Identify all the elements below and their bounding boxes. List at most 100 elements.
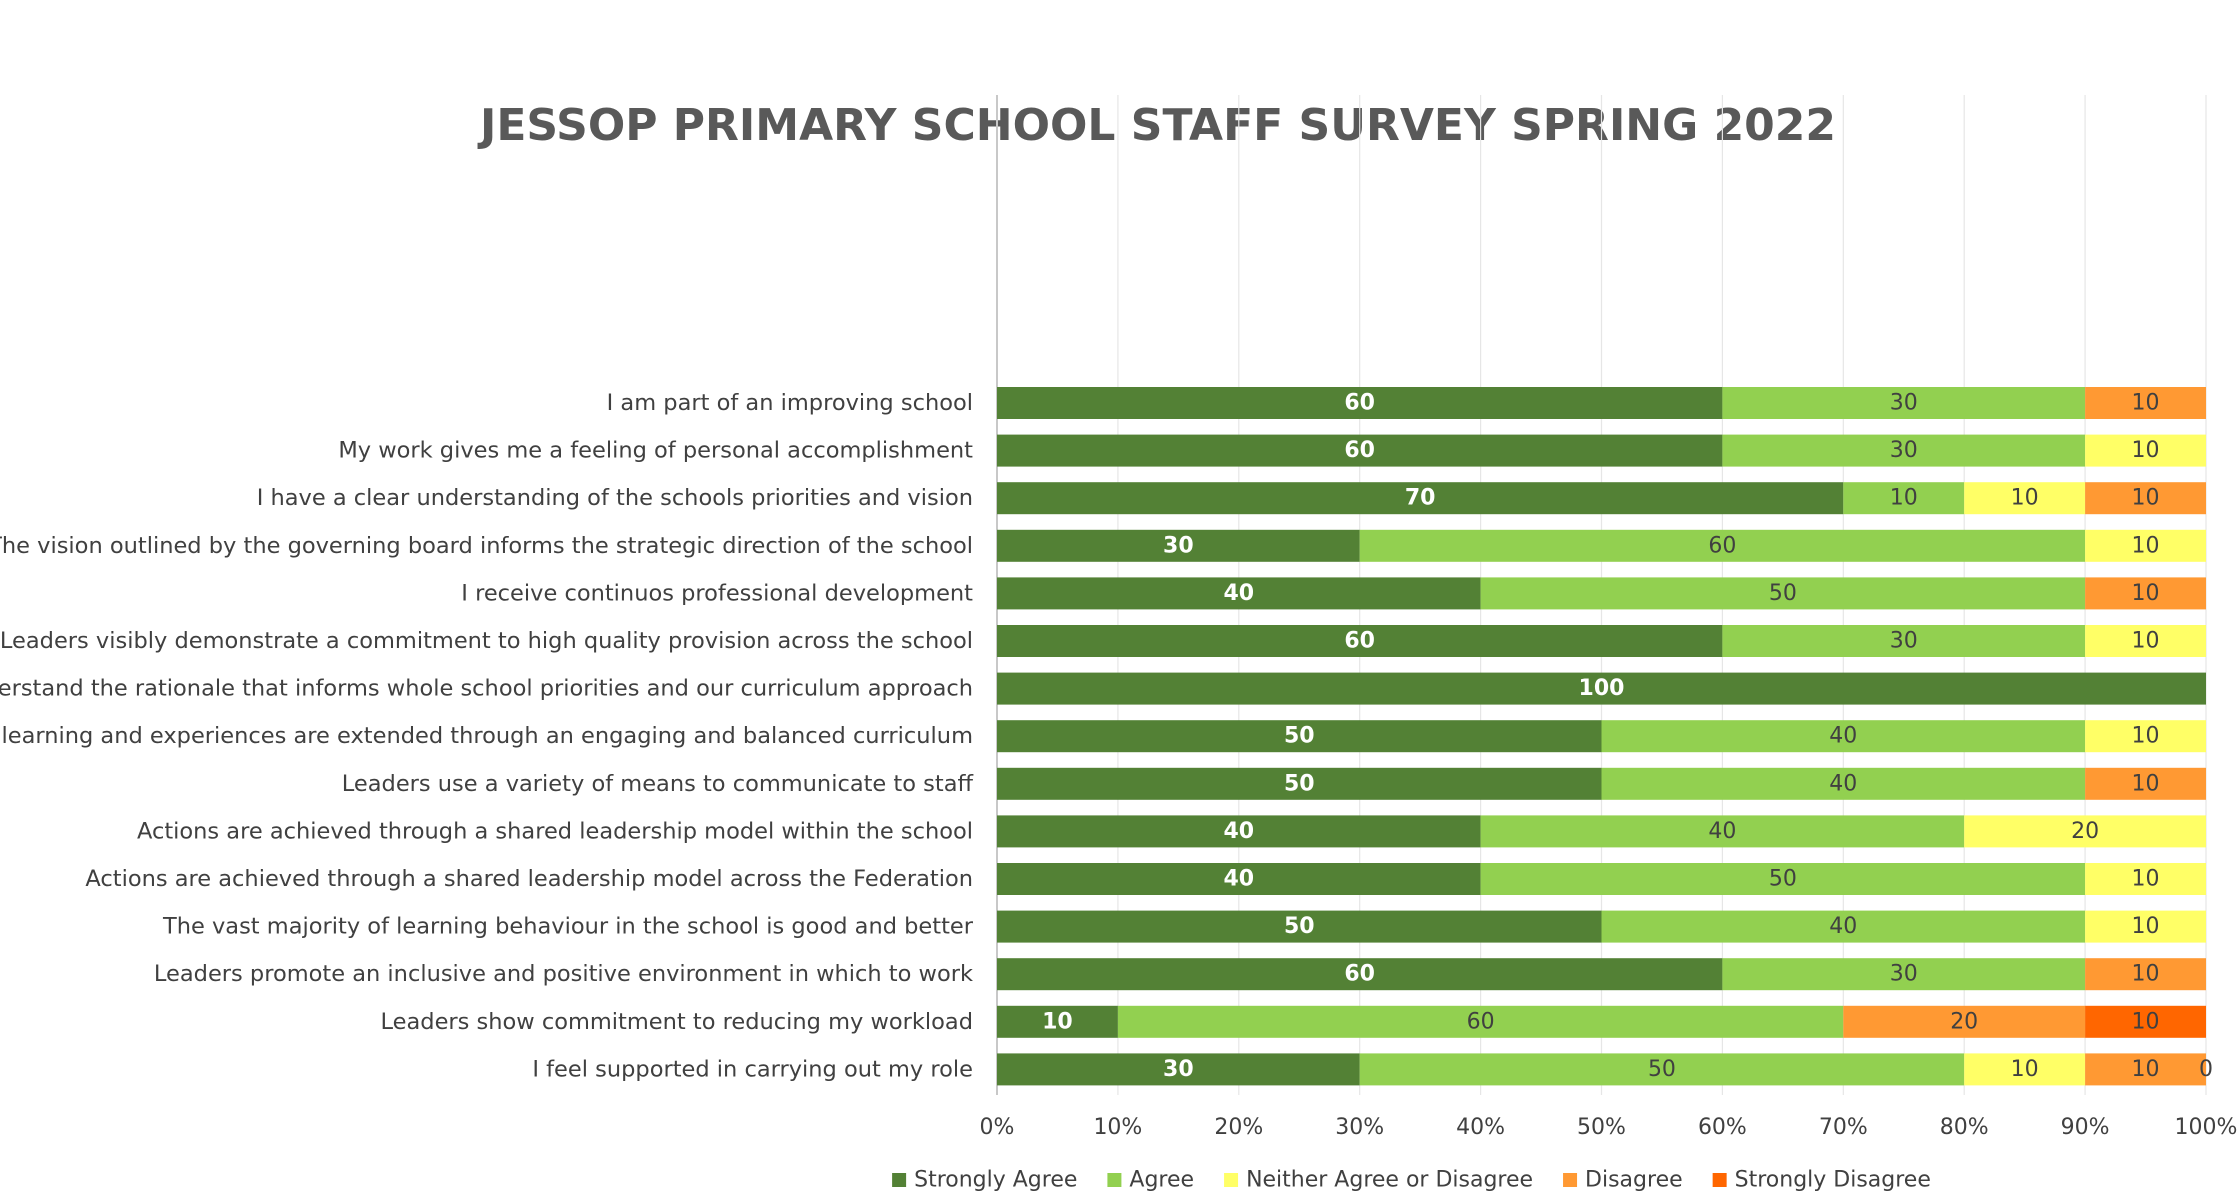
bar-segment-neither-agree-or-disagree (2085, 434, 2206, 467)
data-label-neither-agree-or-disagree: 10 (2011, 1057, 2039, 1082)
data-label-strongly-disagree: 10 (2132, 1009, 2160, 1034)
legend-item-strongly-disagree: Strongly Disagree (1712, 1168, 1931, 1193)
data-label-strongly-agree: 60 (1344, 962, 1375, 987)
category-label: Actions are achieved through a shared le… (137, 818, 973, 844)
data-label-agree: 30 (1890, 962, 1918, 987)
bar-segment-strongly-agree (997, 434, 1723, 467)
bars: 60 30 10 60 30 10 70 10 10 10 30 60 10 40 50 10 60 30 10 10… (997, 387, 2213, 1086)
bar-segment-strongly-agree (997, 767, 1602, 800)
legend-item-disagree: Disagree (1563, 1168, 1683, 1193)
data-label-agree: 30 (1890, 391, 1918, 416)
bar-segment-agree (1480, 577, 2086, 610)
data-label-strongly-agree: 60 (1344, 438, 1375, 463)
bar-segment-agree (1722, 958, 2086, 991)
legend-item-neither-agree-or-disagree: Neither Agree or Disagree (1224, 1168, 1533, 1193)
x-tick-label-100: 100% (2175, 1115, 2237, 1140)
data-label-neither-agree-or-disagree: 10 (2132, 629, 2160, 654)
data-label-strongly-agree: 100 (1579, 676, 1625, 701)
data-label-disagree: 20 (1950, 1009, 1978, 1034)
data-label-disagree: 10 (2132, 771, 2160, 796)
bar-segment-agree (1722, 625, 2086, 657)
data-label-neither-agree-or-disagree: 10 (2132, 724, 2160, 749)
bar-segment-agree (1601, 910, 2086, 943)
bar-segment-strongly-agree (997, 672, 2206, 705)
data-label-agree: 40 (1829, 724, 1857, 749)
data-label-strongly-agree: 40 (1223, 867, 1254, 892)
bar-segment-agree (1722, 434, 2086, 467)
data-label-strongly-agree: 10 (1042, 1009, 1073, 1034)
bar-segment-agree (1117, 1005, 1844, 1038)
x-tick-label-80: 80% (1940, 1115, 1989, 1140)
bar-segment-agree (1359, 1053, 1965, 1086)
legend-item-agree: Agree (1107, 1168, 1194, 1193)
bar-segment-neither-agree-or-disagree (2085, 720, 2206, 753)
bar-segment-strongly-agree (997, 529, 1360, 562)
data-label-strongly-agree: 60 (1344, 629, 1375, 654)
data-label-agree: 50 (1769, 581, 1797, 606)
data-label-strongly-agree: 30 (1163, 1057, 1194, 1082)
bar-segment-strongly-agree (997, 387, 1723, 419)
x-tick-label-0: 0% (980, 1115, 1015, 1140)
x-tick-label-50: 50% (1577, 1115, 1626, 1140)
data-label-strongly-agree: 70 (1405, 486, 1436, 511)
bar-segment-agree (1601, 720, 2086, 753)
data-label-agree: 60 (1708, 533, 1736, 558)
legend: Strongly Agree Agree Neither Agree or Disa… (892, 1168, 1931, 1193)
x-tick-label-10: 10% (1093, 1115, 1142, 1140)
bar-segment-agree (1843, 482, 1965, 515)
data-label-strongly-agree: 30 (1163, 533, 1194, 558)
category-label: I am part of an improving school (607, 390, 973, 416)
category-label: The vast majority of learning behaviour … (162, 914, 974, 940)
bar-segment-neither-agree-or-disagree (2085, 625, 2206, 657)
bar-segment-agree (1601, 767, 2086, 800)
bar-segment-neither-agree-or-disagree (1964, 815, 2206, 848)
legend-label: Neither Agree or Disagree (1246, 1168, 1533, 1193)
category-label: I understand the rationale that informs … (0, 676, 973, 702)
data-label-agree: 30 (1890, 438, 1918, 463)
bar-segment-disagree (2085, 482, 2206, 515)
bar-segment-disagree (1843, 1005, 2086, 1038)
data-label-strongly-agree: 40 (1223, 819, 1254, 844)
data-label-disagree: 10 (2132, 1057, 2160, 1082)
category-label: I have a clear understanding of the scho… (257, 485, 973, 511)
bar-segment-strongly-agree (997, 958, 1723, 991)
category-label: I receive continuos professional develop… (461, 580, 973, 606)
category-label: Actions are achieved through a shared le… (85, 866, 973, 892)
data-label-agree: 50 (1769, 867, 1797, 892)
x-tick-label-40: 40% (1456, 1115, 1505, 1140)
category-labels: I am part of an improving school My work … (0, 390, 974, 1082)
bar-segment-strongly-agree (997, 482, 1844, 515)
bar-segment-strongly-agree (997, 1053, 1360, 1086)
legend-swatch (1107, 1173, 1122, 1187)
legend-swatch (1712, 1173, 1727, 1187)
bar-segment-strongly-disagree (2085, 1005, 2206, 1038)
data-label-agree: 50 (1648, 1057, 1676, 1082)
chart-title: JESSOP PRIMARY SCHOOL STAFF SURVEY SPRIN… (477, 100, 1836, 151)
bar-segment-neither-agree-or-disagree (2085, 863, 2206, 895)
data-label-neither-agree-or-disagree: 10 (2132, 914, 2160, 939)
data-label-strongly-agree: 40 (1223, 581, 1254, 606)
data-label-agree: 10 (1890, 486, 1918, 511)
bar-segment-disagree (2085, 767, 2206, 800)
data-label-neither-agree-or-disagree: 10 (2132, 867, 2160, 892)
x-tick-label-60: 60% (1698, 1115, 1747, 1140)
bar-segment-strongly-agree (997, 910, 1602, 943)
bar-segment-neither-agree-or-disagree (2085, 529, 2206, 562)
bar-segment-strongly-agree (997, 863, 1481, 895)
bar-segment-strongly-agree (997, 625, 1723, 657)
legend-swatch (892, 1173, 907, 1187)
bar-segment-disagree (2085, 387, 2206, 419)
x-tick-label-20: 20% (1214, 1115, 1263, 1140)
data-label-disagree: 10 (2132, 486, 2160, 511)
bar-segment-agree (1722, 387, 2086, 419)
data-label-strongly-agree: 50 (1284, 771, 1315, 796)
data-label-neither-agree-or-disagree: 10 (2011, 486, 2039, 511)
bar-segment-agree (1480, 815, 1965, 848)
bar-segment-strongly-agree (997, 577, 1481, 610)
category-label: The vision outlined by the governing boa… (0, 533, 973, 559)
bar-segment-agree (1480, 863, 2086, 895)
data-label-disagree: 10 (2132, 962, 2160, 987)
bar-segment-disagree (2085, 958, 2206, 991)
bar-segment-neither-agree-or-disagree (1964, 482, 2086, 515)
